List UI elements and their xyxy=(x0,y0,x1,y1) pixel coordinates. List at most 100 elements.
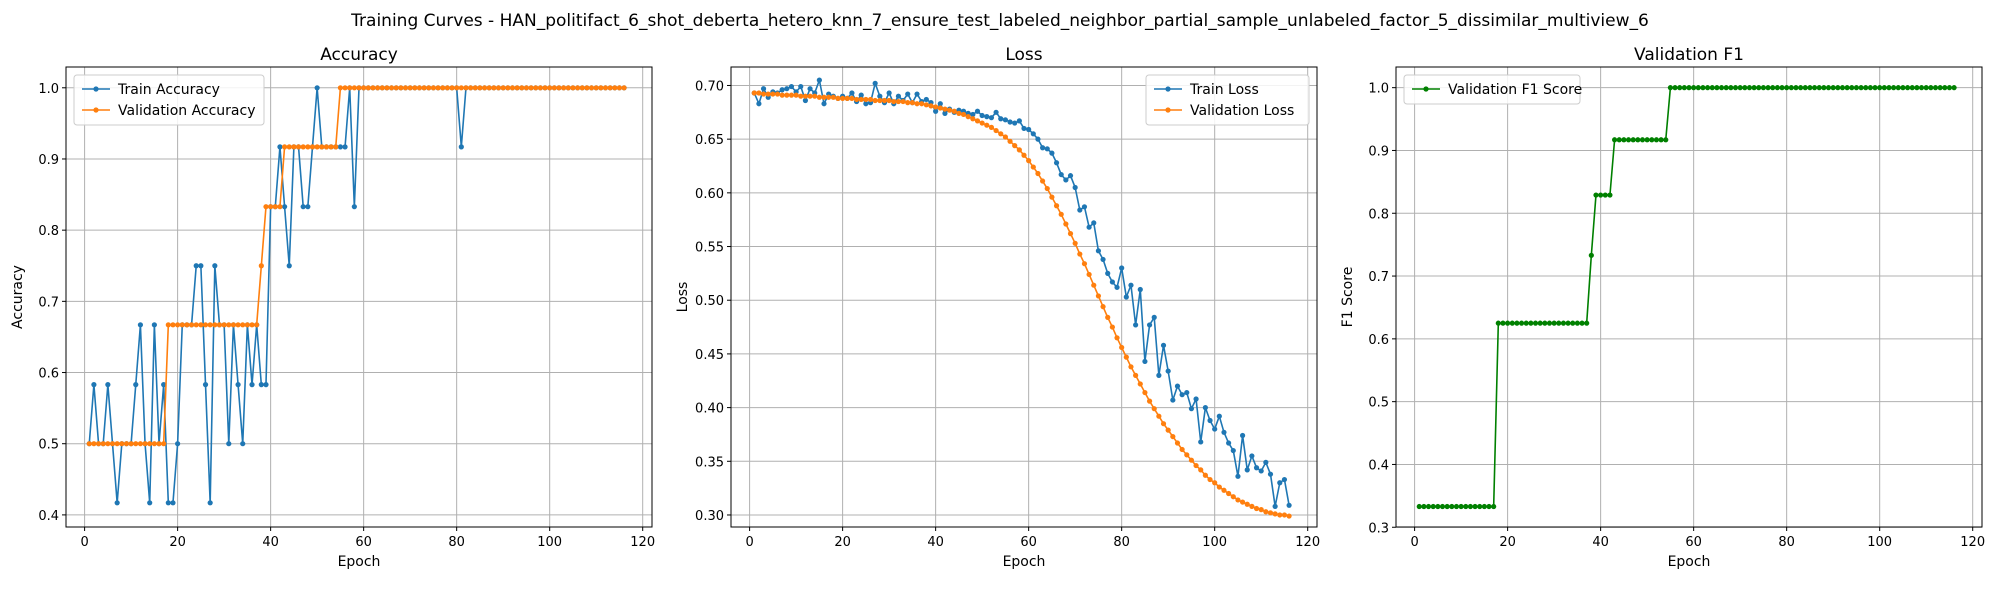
loss-data-point xyxy=(1026,126,1032,133)
f1-data-point xyxy=(1886,85,1892,91)
f1-data-point xyxy=(1928,85,1934,91)
loss-data-point xyxy=(1184,389,1190,396)
accuracy-data-point xyxy=(300,204,306,210)
accuracy-data-point xyxy=(281,144,288,150)
f1-data-point xyxy=(1728,85,1734,91)
accuracy-data-point xyxy=(602,85,609,91)
f1-data-point xyxy=(1844,85,1850,91)
f1-ytick-label: 0.3 xyxy=(1368,521,1389,536)
loss-data-point xyxy=(1053,203,1060,209)
loss-data-point xyxy=(1137,286,1143,293)
accuracy-data-point xyxy=(175,441,181,447)
loss-data-point xyxy=(770,91,776,97)
accuracy-data-point xyxy=(156,441,162,447)
f1-data-point xyxy=(1472,503,1478,510)
loss-data-point xyxy=(1202,472,1208,478)
loss-data-point xyxy=(1253,505,1260,512)
accuracy-xtick-label: 100 xyxy=(537,535,562,550)
accuracy-data-point xyxy=(542,85,548,91)
accuracy-legend-box xyxy=(73,74,265,126)
loss-data-point xyxy=(849,95,855,101)
loss-data-point xyxy=(1091,282,1097,288)
accuracy-data-point xyxy=(95,441,102,447)
loss-data-point xyxy=(951,108,957,114)
accuracy-data-point xyxy=(133,382,139,388)
accuracy-data-point xyxy=(123,441,130,447)
loss-data-point xyxy=(1207,476,1213,483)
f1-plot-frame xyxy=(1395,66,1983,528)
accuracy-data-point xyxy=(551,85,557,91)
accuracy-data-point xyxy=(105,441,111,447)
loss-data-point xyxy=(942,106,948,112)
accuracy-data-point xyxy=(574,85,581,91)
accuracy-data-point xyxy=(133,441,139,447)
accuracy-data-point xyxy=(202,322,209,328)
loss-ytick-label: 0.55 xyxy=(695,241,724,256)
loss-data-point xyxy=(1072,184,1078,191)
f1-data-point xyxy=(1672,85,1678,91)
loss-data-point xyxy=(1263,509,1269,515)
loss-data-point xyxy=(807,93,813,99)
loss-data-point xyxy=(998,131,1004,137)
loss-data-point xyxy=(886,97,892,104)
loss-data-point xyxy=(798,93,804,99)
loss-data-point xyxy=(970,111,976,118)
f1-data-point xyxy=(1756,85,1762,91)
f1-data-point xyxy=(1742,85,1748,91)
accuracy-data-point xyxy=(305,144,311,150)
loss-data-point xyxy=(1067,173,1074,179)
accuracy-data-point xyxy=(86,441,92,447)
loss-ytick-label: 0.40 xyxy=(695,402,724,417)
accuracy-data-point xyxy=(175,322,181,328)
accuracy-data-point xyxy=(337,85,343,91)
accuracy-ytick-label: 0.7 xyxy=(38,295,59,310)
loss-data-point xyxy=(1114,284,1120,290)
loss-ytick-label: 0.50 xyxy=(695,294,724,309)
f1-ytick-label: 0.6 xyxy=(1368,333,1389,348)
loss-data-point xyxy=(826,94,832,100)
f1-data-point xyxy=(1918,85,1925,91)
loss-data-point xyxy=(1021,152,1027,158)
accuracy-data-point xyxy=(514,85,520,91)
accuracy-data-point xyxy=(561,85,567,91)
accuracy-data-point xyxy=(500,85,506,91)
accuracy-data-point xyxy=(477,85,483,91)
f1-data-point xyxy=(1891,85,1897,91)
accuracy-data-point xyxy=(509,85,516,91)
accuracy-data-point xyxy=(505,85,511,91)
accuracy-data-point xyxy=(528,85,534,91)
loss-data-point xyxy=(802,93,809,99)
loss-data-point xyxy=(1151,314,1157,320)
f1-data-point xyxy=(1458,503,1464,510)
loss-data-point xyxy=(784,86,790,92)
loss-data-point xyxy=(937,101,943,107)
accuracy-data-point xyxy=(137,441,144,447)
loss-data-point xyxy=(1095,248,1102,254)
f1-data-point xyxy=(1663,137,1669,143)
loss-data-point xyxy=(863,96,869,103)
f1-data-point xyxy=(1779,85,1785,91)
loss-data-point xyxy=(1123,294,1129,300)
loss-x-axis-label: Epoch xyxy=(1003,554,1046,570)
f1-data-point xyxy=(1946,85,1953,91)
accuracy-data-point xyxy=(198,263,204,269)
f1-data-point xyxy=(1435,503,1441,510)
loss-data-point xyxy=(840,95,846,101)
loss-data-point xyxy=(1216,413,1222,419)
loss-data-point xyxy=(1133,322,1139,328)
accuracy-data-point xyxy=(519,85,525,91)
f1-data-point xyxy=(1565,320,1571,326)
loss-data-point xyxy=(965,114,971,120)
f1-data-point xyxy=(1821,85,1827,91)
loss-data-point xyxy=(1221,429,1227,435)
loss-data-point xyxy=(1156,372,1162,378)
loss-data-point xyxy=(765,91,771,97)
accuracy-data-point xyxy=(351,85,357,91)
f1-data-point xyxy=(1807,85,1813,91)
f1-data-point xyxy=(1588,252,1594,258)
accuracy-data-point xyxy=(342,85,348,91)
loss-data-point xyxy=(1216,484,1222,490)
loss-data-point xyxy=(1128,282,1134,288)
f1-y-axis-label: F1 Score xyxy=(1340,267,1356,328)
accuracy-data-point xyxy=(240,322,246,328)
